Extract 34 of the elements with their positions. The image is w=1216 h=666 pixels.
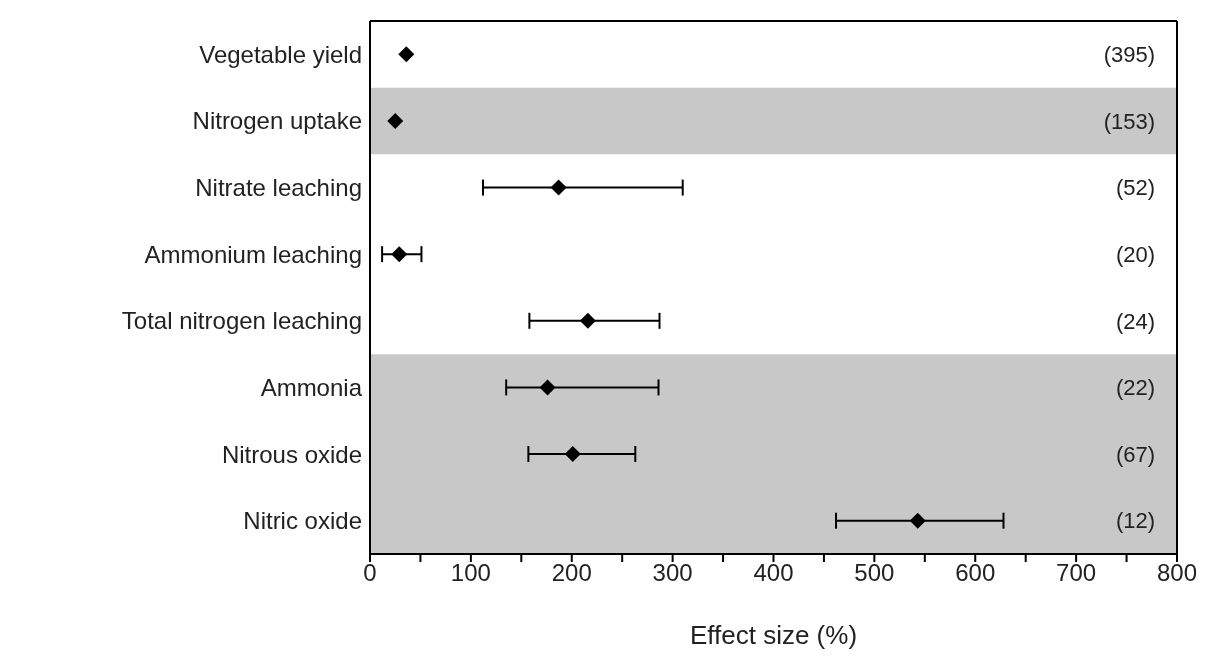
y-tick-label: Nitric oxide [243,507,362,535]
point [579,312,596,329]
x-axis-title: Effect size (%) [689,620,858,650]
annotation: (153) [1103,108,1155,134]
point [564,446,581,463]
x-tick-label: 0 [363,559,377,587]
point [391,246,408,263]
point [909,512,926,529]
annotation: (22) [1115,375,1155,401]
x-tick-label: 800 [1156,559,1198,587]
annotation: (20) [1115,242,1155,267]
y-tick-label: Ammonium leaching [144,240,362,268]
annotation: (67) [1115,441,1155,467]
annotation: (52) [1115,175,1155,201]
x-tick-label: 700 [1056,559,1097,587]
x-tick-label: 600 [955,559,996,587]
y-tick-label: Nitrate leaching [195,174,362,202]
y-tick-label: Vegetable yield [199,40,362,68]
point [539,379,556,396]
y-tick-label: Nitrous oxide [221,440,362,468]
x-tick-label: 300 [652,559,693,587]
x-tick-label: 500 [854,559,895,587]
x-tick-label: 100 [450,559,491,587]
y-tick-label: Ammonia [260,373,363,401]
annotation: (12) [1115,508,1155,534]
y-tick-label: Nitrogen uptake [192,107,362,135]
x-tick-label: 200 [551,559,592,587]
point [387,112,404,129]
x-tick-label: 400 [753,559,794,587]
point [550,179,567,196]
y-tick-label: Total nitrogen leaching [121,307,362,335]
annotation: (395) [1103,42,1155,68]
annotation: (24) [1115,308,1155,334]
point [398,46,415,63]
